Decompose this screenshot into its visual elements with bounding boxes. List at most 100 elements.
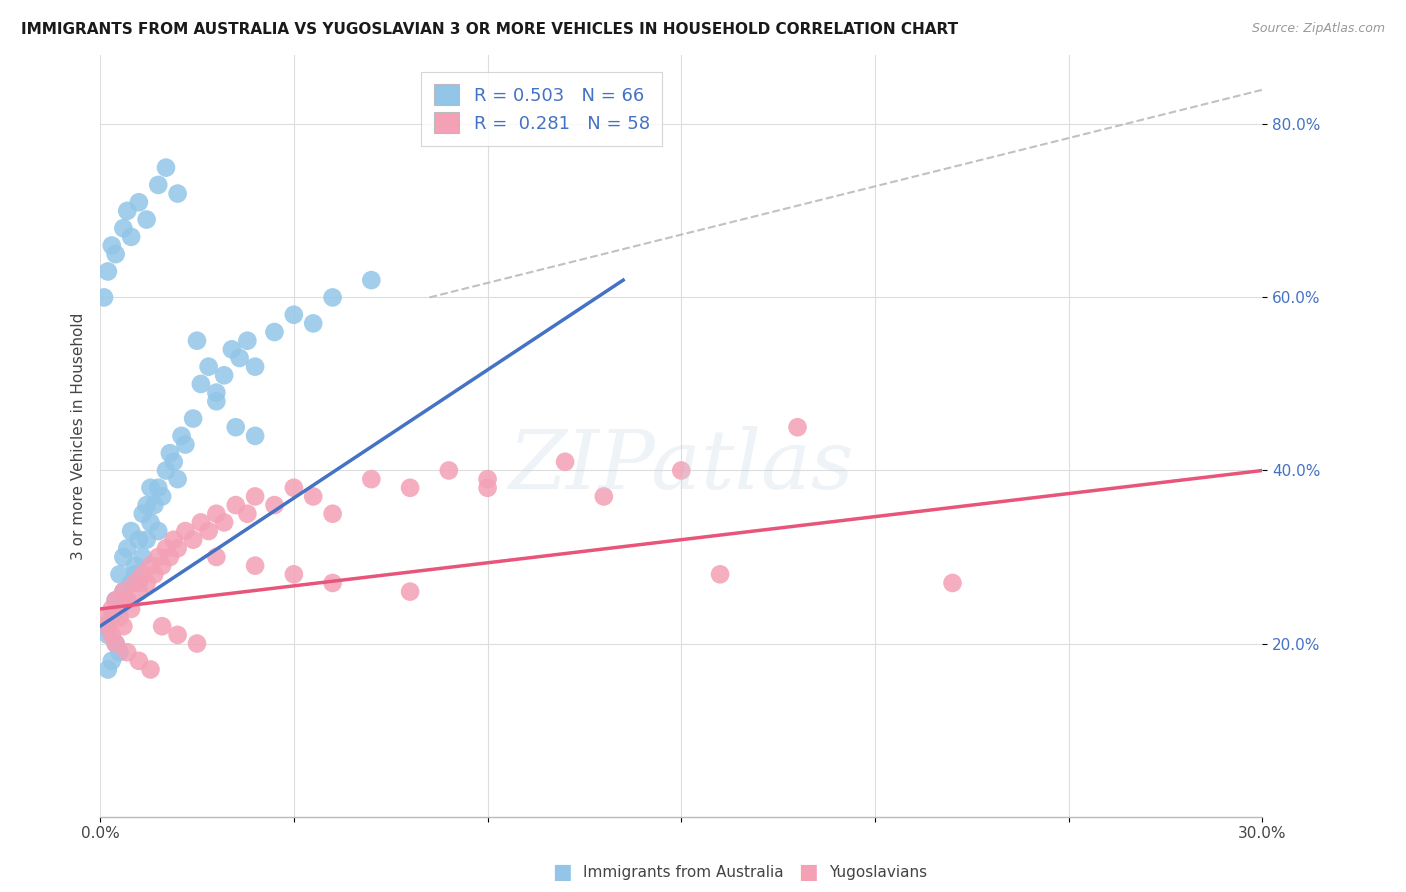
Point <box>159 549 181 564</box>
Text: IMMIGRANTS FROM AUSTRALIA VS YUGOSLAVIAN 3 OR MORE VEHICLES IN HOUSEHOLD CORRELA: IMMIGRANTS FROM AUSTRALIA VS YUGOSLAVIAN… <box>21 22 959 37</box>
Point <box>112 549 135 564</box>
Point <box>108 567 131 582</box>
Point <box>148 549 170 564</box>
Point <box>128 576 150 591</box>
Point <box>212 368 235 383</box>
Point <box>166 186 188 201</box>
Point <box>139 516 162 530</box>
Point <box>128 195 150 210</box>
Point <box>477 481 499 495</box>
Point <box>228 351 250 365</box>
Point <box>97 264 120 278</box>
Point <box>236 507 259 521</box>
Point <box>93 619 115 633</box>
Point <box>120 524 142 538</box>
Point <box>120 602 142 616</box>
Point <box>148 481 170 495</box>
Point <box>112 221 135 235</box>
Point <box>592 490 614 504</box>
Point <box>132 507 155 521</box>
Point <box>139 663 162 677</box>
Point <box>263 325 285 339</box>
Point <box>181 533 204 547</box>
Point <box>190 516 212 530</box>
Point <box>108 645 131 659</box>
Point <box>132 549 155 564</box>
Point <box>100 654 122 668</box>
Point <box>170 429 193 443</box>
Point <box>120 230 142 244</box>
Point <box>97 663 120 677</box>
Point <box>93 290 115 304</box>
Point <box>108 602 131 616</box>
Point <box>437 463 460 477</box>
Point <box>243 429 266 443</box>
Point <box>322 507 344 521</box>
Point <box>243 558 266 573</box>
Point <box>186 636 208 650</box>
Point <box>941 576 963 591</box>
Point <box>100 628 122 642</box>
Text: ZIPatlas: ZIPatlas <box>509 426 853 507</box>
Point <box>135 533 157 547</box>
Point <box>124 558 146 573</box>
Point <box>143 567 166 582</box>
Point <box>117 203 139 218</box>
Point <box>100 602 122 616</box>
Point <box>128 584 150 599</box>
Point <box>181 411 204 425</box>
Point <box>135 212 157 227</box>
Point <box>148 524 170 538</box>
Text: ■: ■ <box>553 863 572 882</box>
Point <box>112 584 135 599</box>
Point <box>150 490 173 504</box>
Point <box>283 481 305 495</box>
Point <box>117 593 139 607</box>
Point <box>166 628 188 642</box>
Point <box>166 472 188 486</box>
Point <box>132 567 155 582</box>
Point <box>120 576 142 591</box>
Point <box>322 290 344 304</box>
Point <box>93 610 115 624</box>
Text: Yugoslavians: Yugoslavians <box>830 865 928 880</box>
Point <box>399 481 422 495</box>
Point <box>100 610 122 624</box>
Point <box>205 549 228 564</box>
Point <box>205 385 228 400</box>
Point <box>117 593 139 607</box>
Point <box>174 524 197 538</box>
Point <box>97 619 120 633</box>
Point <box>155 541 177 556</box>
Point <box>166 541 188 556</box>
Point <box>104 593 127 607</box>
Text: Source: ZipAtlas.com: Source: ZipAtlas.com <box>1251 22 1385 36</box>
Point <box>143 498 166 512</box>
Point <box>97 628 120 642</box>
Y-axis label: 3 or more Vehicles in Household: 3 or more Vehicles in Household <box>72 312 86 559</box>
Point <box>225 420 247 434</box>
Point <box>124 567 146 582</box>
Point <box>243 359 266 374</box>
Point <box>112 584 135 599</box>
Text: Immigrants from Australia: Immigrants from Australia <box>583 865 785 880</box>
Point <box>221 343 243 357</box>
Point <box>263 498 285 512</box>
Point <box>150 619 173 633</box>
Point <box>477 472 499 486</box>
Point <box>148 178 170 192</box>
Point <box>174 437 197 451</box>
Point <box>139 558 162 573</box>
Point <box>786 420 808 434</box>
Point <box>163 533 186 547</box>
Point <box>190 376 212 391</box>
Point <box>135 498 157 512</box>
Point <box>100 238 122 252</box>
Point <box>709 567 731 582</box>
Point <box>159 446 181 460</box>
Point <box>205 394 228 409</box>
Point <box>139 481 162 495</box>
Point <box>124 576 146 591</box>
Point <box>399 584 422 599</box>
Point <box>186 334 208 348</box>
